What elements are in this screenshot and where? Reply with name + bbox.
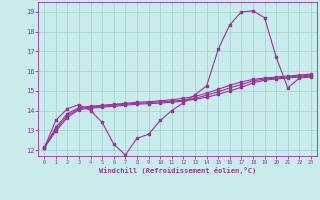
- X-axis label: Windchill (Refroidissement éolien,°C): Windchill (Refroidissement éolien,°C): [99, 167, 256, 174]
